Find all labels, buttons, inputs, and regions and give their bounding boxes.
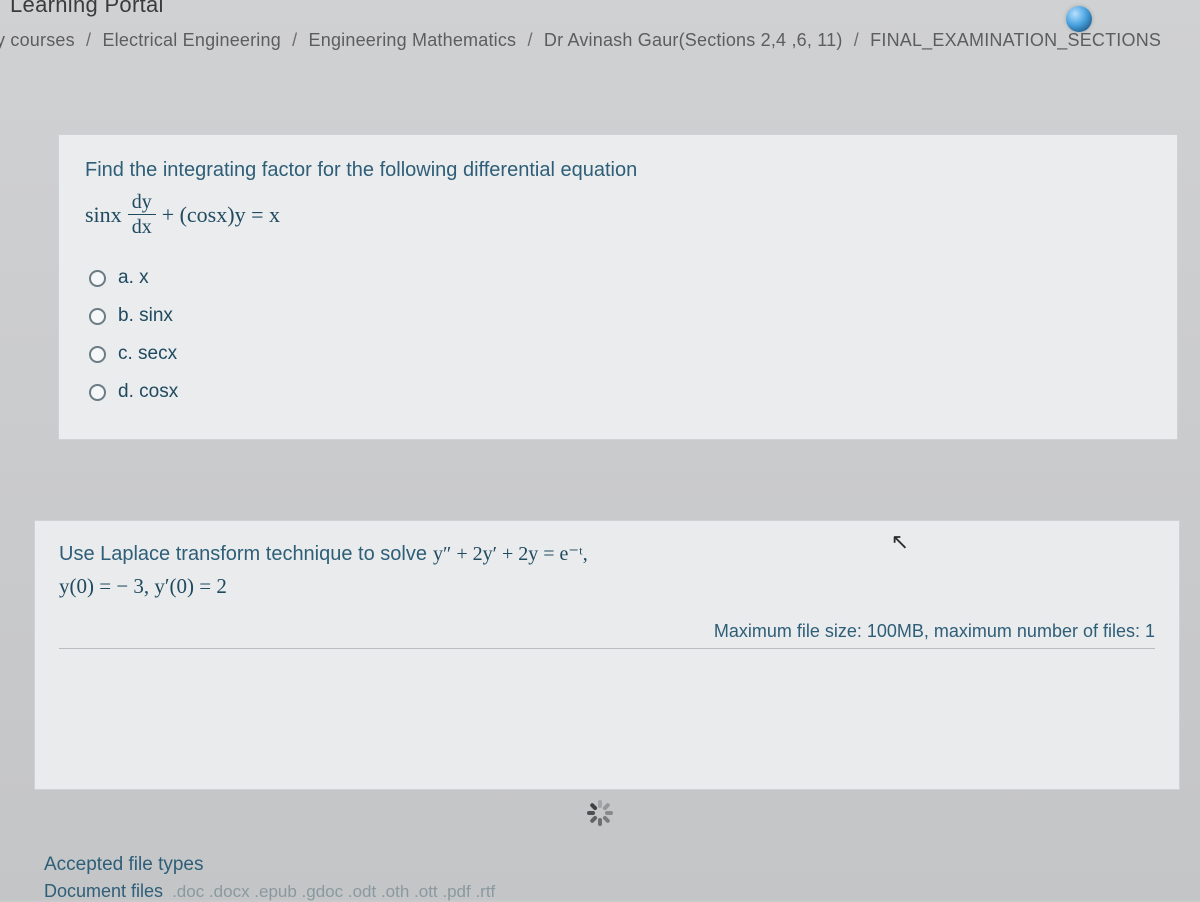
q2-initial-conditions: y(0) = − 3, y′(0) = 2 [59, 574, 1155, 599]
option-label: b. sinx [118, 305, 173, 327]
question-card-1: Find the integrating factor for the foll… [58, 134, 1178, 440]
eq-prefix: sinx [85, 202, 122, 228]
breadcrumb-sep: / [86, 30, 91, 50]
breadcrumb-sep: / [854, 30, 859, 50]
q2-prefix: Use Laplace transform technique to solve [59, 543, 427, 566]
breadcrumb-item[interactable]: y courses [0, 30, 75, 50]
option-a[interactable]: a. x [85, 259, 1151, 297]
portal-title: Learning Portal [10, 0, 164, 18]
upload-limits: Maximum file size: 100MB, maximum number… [59, 621, 1155, 649]
breadcrumb-item[interactable]: Electrical Engineering [102, 30, 281, 50]
option-label: a. x [118, 267, 149, 289]
option-c[interactable]: c. secx [85, 335, 1151, 373]
loading-spinner-icon [587, 800, 613, 826]
document-files-line: Document files .doc .docx .epub .gdoc .o… [44, 881, 495, 902]
docfiles-label: Document files [44, 881, 163, 901]
question1-equation: sinx dy dx + (cosx)y = x [85, 192, 1151, 237]
radio-icon[interactable] [89, 384, 106, 401]
breadcrumb-sep: / [292, 30, 297, 50]
option-b[interactable]: b. sinx [85, 297, 1151, 335]
breadcrumb[interactable]: y courses / Electrical Engineering / Eng… [0, 30, 1200, 51]
breadcrumb-item[interactable]: Dr Avinash Gaur(Sections 2,4 ,6, 11) [544, 30, 843, 50]
radio-icon[interactable] [89, 270, 106, 287]
question2-prompt: Use Laplace transform technique to solve… [59, 541, 1155, 566]
option-label: d. cosx [118, 381, 178, 403]
breadcrumb-item[interactable]: Engineering Mathematics [309, 30, 517, 50]
breadcrumb-sep: / [527, 30, 532, 50]
question1-prompt: Find the integrating factor for the foll… [85, 159, 1151, 182]
fraction-den: dx [132, 215, 152, 237]
radio-icon[interactable] [89, 308, 106, 325]
accepted-file-types-label: Accepted file types [44, 854, 203, 876]
upload-dropzone[interactable] [59, 659, 1155, 779]
option-d[interactable]: d. cosx [85, 373, 1151, 411]
q2-ode: y″ + 2y′ + 2y = e⁻ᵗ, [433, 541, 588, 566]
option-label: c. secx [118, 343, 177, 365]
fraction: dy dx [128, 192, 156, 237]
fraction-num: dy [128, 192, 156, 215]
eq-suffix: + (cosx)y = x [162, 202, 280, 228]
cursor-icon: ↖ [891, 529, 909, 555]
question-card-2: ↖ Use Laplace transform technique to sol… [34, 520, 1180, 790]
breadcrumb-item[interactable]: FINAL_EXAMINATION_SECTIONS [870, 30, 1161, 50]
radio-icon[interactable] [89, 346, 106, 363]
docfiles-ext: .doc .docx .epub .gdoc .odt .oth .ott .p… [172, 882, 495, 901]
globe-icon [1066, 6, 1092, 32]
